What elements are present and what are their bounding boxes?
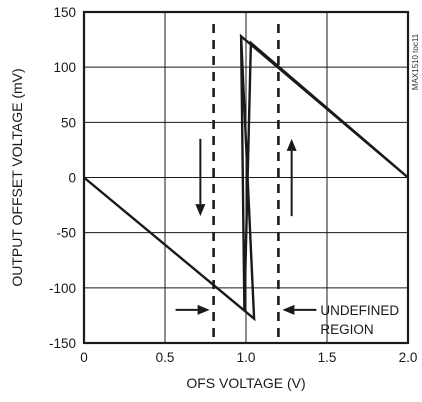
y-tick-label: -150 xyxy=(49,336,76,351)
x-tick-label: 2.0 xyxy=(399,350,418,365)
y-axis-title: OUTPUT OFFSET VOLTAGE (mV) xyxy=(9,68,25,286)
y-tick-label: -50 xyxy=(56,226,76,241)
arrow-right-icon xyxy=(175,304,210,315)
direction-arrows xyxy=(175,138,317,315)
y-tick-label: -100 xyxy=(49,281,76,296)
x-tick-label: 0.5 xyxy=(156,350,175,365)
plot-frame xyxy=(82,10,410,345)
x-tick-label: 1.5 xyxy=(318,350,337,365)
arrow-left-icon xyxy=(282,304,317,315)
tick-labels: 0 0.5 1.0 1.5 2.0 -150 -100 -50 0 50 100 150 xyxy=(49,5,417,365)
undefined-region-label-line1: UNDEFINED xyxy=(320,303,399,318)
x-axis-title: OFS VOLTAGE (V) xyxy=(186,375,305,391)
arrow-down-icon xyxy=(195,138,206,217)
figure-code: MAX1510 toc11 xyxy=(411,33,420,90)
arrow-up-icon xyxy=(286,138,297,217)
y-tick-label: 150 xyxy=(53,5,76,20)
y-tick-label: 0 xyxy=(68,171,76,186)
y-tick-label: 100 xyxy=(53,60,76,75)
x-tick-label: 1.0 xyxy=(237,350,256,365)
y-tick-label: 50 xyxy=(61,115,76,130)
x-tick-label: 0 xyxy=(80,350,88,365)
undefined-region-label-line2: REGION xyxy=(320,322,373,337)
